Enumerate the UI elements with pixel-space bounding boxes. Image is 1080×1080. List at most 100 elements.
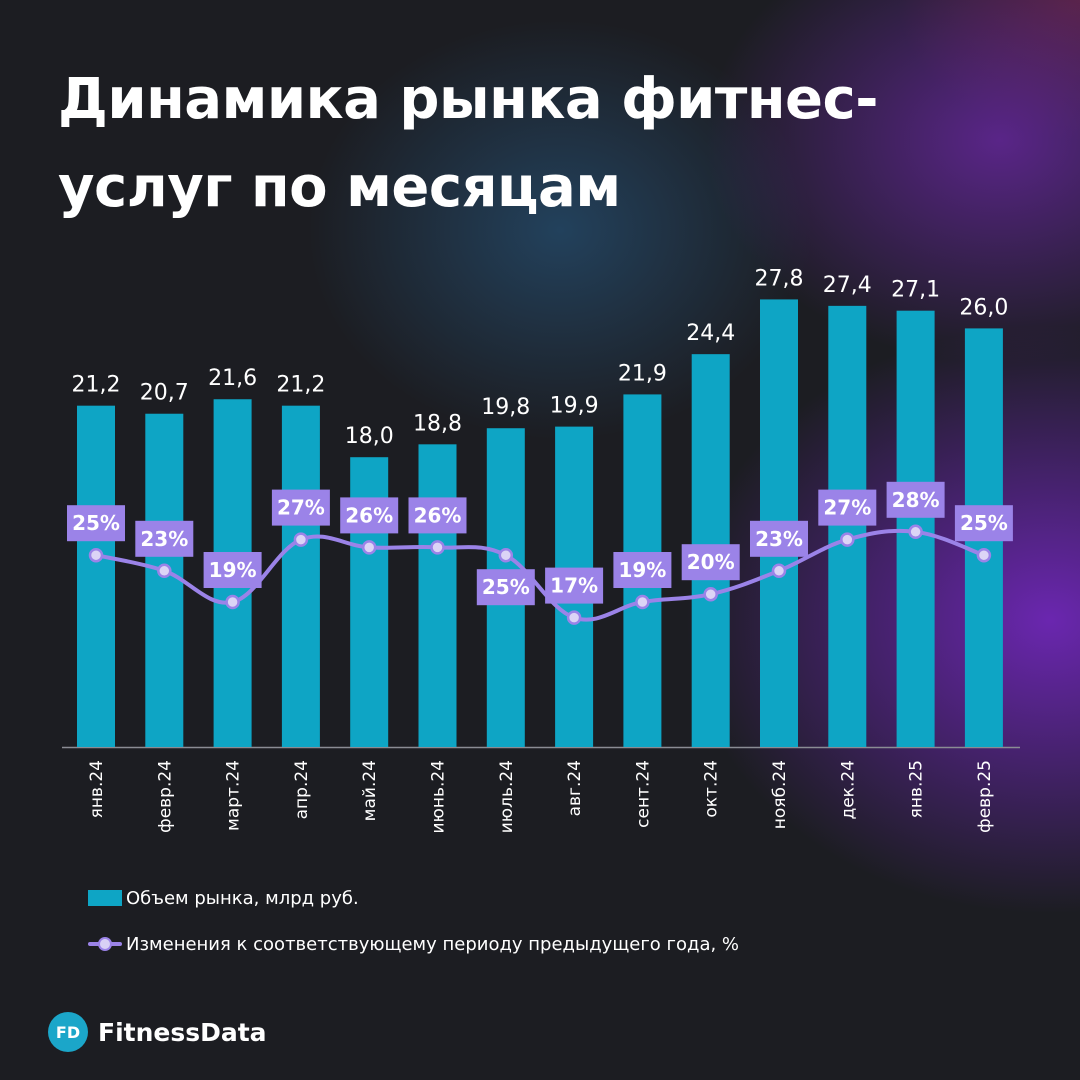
line-value-label: 27%: [818, 489, 877, 526]
line-label-box: [954, 505, 1013, 542]
line-label-box: [681, 544, 740, 581]
bar: [145, 413, 184, 747]
line-point: [361, 540, 377, 555]
x-tick-label: янв.25: [907, 760, 927, 818]
x-tick-label: март.24: [224, 760, 244, 831]
legend-item-bar: Объем рынка, млрд руб.: [88, 882, 739, 914]
x-tick-label: нояб.24: [770, 760, 790, 829]
legend-bar-label: Объем рынка, млрд руб.: [126, 887, 359, 909]
x-tick-label: дек.24: [838, 760, 858, 820]
bar-value-label: 18,0: [345, 424, 394, 449]
line-point: [703, 586, 718, 602]
line-point: [976, 547, 992, 563]
x-tick-label: янв.24: [87, 760, 107, 818]
line-label-box: [135, 520, 194, 557]
line-label-box: [545, 567, 604, 604]
line-value-label: 19%: [203, 552, 262, 588]
brand-logo: FD FitnessData: [48, 1012, 267, 1052]
brand-name: FitnessData: [98, 1017, 267, 1047]
line-point: [88, 547, 104, 563]
bar-value-label: 27,1: [891, 278, 940, 303]
line-value-label: 25%: [476, 569, 535, 606]
bar: [828, 305, 867, 747]
line-value-label: 17%: [545, 567, 604, 604]
brand-badge: FD: [48, 1012, 88, 1052]
bar: [77, 405, 115, 747]
legend-line-label: Изменения к соответствующему периоду пре…: [126, 933, 740, 955]
line-value-label: 23%: [135, 520, 194, 557]
bar-value-label: 26,0: [959, 295, 1008, 320]
line-label-text: 26%: [345, 503, 393, 527]
line-value-label: 20%: [681, 544, 740, 581]
x-tick-label: май.24: [360, 760, 380, 821]
chart-title: Динамика рынка фитнес-услуг по месяцам: [58, 67, 878, 220]
x-tick-label: июнь.24: [429, 760, 449, 834]
line-label-text: 28%: [892, 488, 940, 512]
line-label-box: [886, 481, 945, 518]
x-tick-label: авг.24: [565, 760, 585, 816]
line-label-box: [271, 489, 330, 526]
bar: [418, 444, 457, 747]
line-value-label: 19%: [613, 552, 672, 588]
line-label-box: [203, 552, 262, 588]
legend: Объем рынка, млрд руб. Изменения к соотв…: [88, 882, 739, 960]
x-tick-label: окт.24: [702, 760, 722, 818]
bar-value-label: 21,6: [208, 366, 257, 391]
line-label-text: 20%: [687, 550, 735, 574]
line-value-label: 23%: [750, 520, 808, 557]
line-label-text: 27%: [823, 496, 871, 520]
bar-value-label: 27,8: [755, 266, 804, 291]
x-tick-label: сент.24: [633, 760, 653, 828]
line-label-box: [340, 497, 399, 534]
line-label-text: 19%: [618, 558, 666, 582]
bar-value-label: 21,9: [618, 361, 667, 386]
legend-item-line: Изменения к соответствующему периоду пре…: [88, 928, 739, 960]
line-label-text: 26%: [414, 503, 462, 527]
line-value-label: 26%: [340, 497, 399, 534]
line-value-label: 25%: [67, 505, 125, 542]
legend-bar-swatch: [88, 890, 122, 906]
line-point: [908, 524, 923, 540]
bar-value-label: 21,2: [72, 373, 121, 398]
x-tick-label: июль.24: [497, 760, 517, 833]
line-label-box: [408, 497, 467, 534]
line-point: [771, 563, 787, 579]
line-point: [840, 532, 855, 547]
line-label-text: 23%: [755, 527, 803, 551]
line-label-box: [67, 505, 125, 542]
line-value-label: 26%: [408, 497, 467, 534]
line-label-box: [750, 520, 808, 557]
line-label-text: 23%: [140, 527, 188, 551]
line-point: [566, 610, 582, 625]
line-value-label: 28%: [886, 481, 945, 518]
line-label-text: 19%: [209, 558, 257, 582]
x-tick-label: апр.24: [292, 760, 312, 819]
line-value-label: 27%: [271, 489, 330, 526]
bar-value-label: 19,9: [550, 394, 599, 419]
line-label-box: [613, 552, 672, 588]
line-label-text: 25%: [960, 511, 1008, 535]
bar-value-label: 19,8: [481, 395, 530, 420]
bar-value-label: 21,2: [276, 373, 325, 398]
line-point: [225, 594, 240, 610]
bar-value-label: 20,7: [140, 381, 189, 406]
line-value-label: 25%: [954, 505, 1013, 542]
bar-value-label: 24,4: [686, 321, 735, 346]
line-label-box: [476, 569, 535, 606]
line-point: [498, 547, 514, 563]
line-point: [635, 594, 650, 610]
bar-line-chart: 21,2 янв.24 20,7 февр.24 21,6 март.24 21,2 апр.…: [62, 266, 1020, 834]
line-label-text: 17%: [550, 574, 598, 598]
line-point: [293, 532, 309, 547]
line-label-text: 25%: [72, 511, 120, 535]
bar-value-label: 27,4: [823, 273, 872, 298]
legend-line-swatch: [88, 936, 122, 952]
line-label-text: 25%: [482, 575, 530, 599]
bar-value-label: 18,8: [413, 411, 462, 436]
bar: [281, 405, 320, 747]
line-point: [430, 540, 445, 555]
line-point: [157, 563, 172, 579]
line-label-text: 27%: [277, 496, 325, 520]
line-label-box: [818, 489, 877, 526]
x-tick-label: февр.25: [975, 760, 995, 833]
